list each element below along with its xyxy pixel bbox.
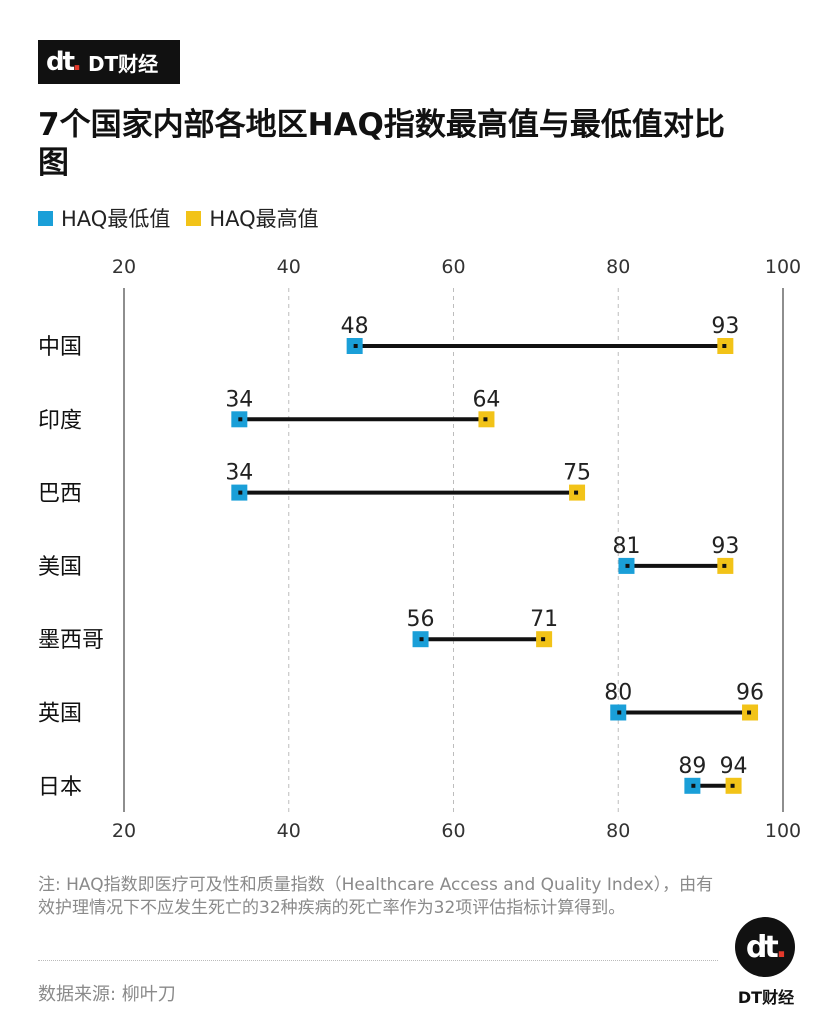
- max-marker-cap: [722, 344, 727, 348]
- brand-logo-icon: dt.: [46, 47, 82, 77]
- max-value-label: 93: [711, 314, 739, 339]
- chart-note: 注: HAQ指数即医疗可及性和质量指数（Healthcare Access an…: [38, 875, 714, 918]
- x-tick-label-top: 40: [277, 256, 301, 278]
- legend-item-max: HAQ最高值: [186, 203, 319, 233]
- max-marker-cap: [730, 783, 735, 788]
- legend-label-max: HAQ最高值: [209, 207, 319, 231]
- min-marker-cap: [238, 490, 243, 495]
- max-value-label: 71: [530, 607, 558, 632]
- category-label: 中国: [38, 335, 82, 360]
- x-tick-label-top: 80: [606, 256, 630, 278]
- min-value-label: 48: [341, 314, 369, 339]
- divider: [38, 960, 718, 961]
- min-value-label: 81: [612, 534, 640, 559]
- min-marker-cap: [691, 783, 696, 788]
- category-label: 英国: [38, 702, 82, 727]
- max-marker-cap: [747, 710, 752, 715]
- max-value-label: 75: [563, 461, 591, 486]
- chart-title: 7个国家内部各地区HAQ指数最高值与最低值对比图: [38, 107, 725, 181]
- max-value-label: 96: [736, 681, 764, 706]
- max-marker-cap: [574, 490, 579, 495]
- x-tick-label-top: 60: [441, 256, 465, 278]
- min-value-label: 80: [604, 681, 632, 706]
- category-label: 印度: [38, 408, 82, 433]
- footer-logo-icon: dt.: [735, 917, 795, 977]
- legend-swatch-min: [38, 210, 53, 226]
- category-label: 巴西: [38, 482, 82, 507]
- max-marker-cap: [483, 417, 488, 422]
- max-marker-cap: [541, 637, 546, 642]
- x-tick-label-bottom: 60: [441, 820, 465, 842]
- category-label: 美国: [38, 555, 82, 580]
- max-value-label: 64: [472, 387, 500, 412]
- min-value-label: 34: [225, 461, 253, 486]
- category-label: 墨西哥: [38, 628, 104, 653]
- max-marker-cap: [722, 563, 727, 568]
- x-tick-label-top: 100: [765, 256, 801, 278]
- min-value-label: 34: [225, 387, 253, 412]
- min-marker-cap: [617, 710, 622, 715]
- min-marker-cap: [238, 417, 243, 422]
- x-tick-label-top: 20: [112, 256, 136, 278]
- x-tick-label-bottom: 40: [277, 820, 301, 842]
- data-source: 数据来源: 柳叶刀: [38, 984, 176, 1005]
- category-label: 日本: [38, 775, 82, 800]
- dumbbell-chart: 20 20 40 40 60 60 80 80 100 100 中国 48 93 印度 34 64 巴西 34 75…: [38, 256, 801, 842]
- legend-swatch-max: [186, 210, 202, 226]
- min-marker-cap: [419, 637, 424, 642]
- legend-item-min: HAQ最低值: [38, 203, 170, 233]
- min-value-label: 89: [678, 754, 706, 779]
- min-marker-cap: [625, 563, 630, 568]
- brand-name: DT财经: [87, 51, 159, 76]
- x-tick-label-bottom: 100: [765, 820, 801, 842]
- footer-logo-text: DT财经: [737, 988, 795, 1007]
- min-value-label: 56: [407, 607, 435, 632]
- brand-tag: dt. DT财经: [38, 40, 180, 84]
- x-tick-label-bottom: 20: [112, 820, 136, 842]
- legend: HAQ最低值 HAQ最高值: [38, 203, 335, 233]
- max-value-label: 94: [720, 754, 748, 779]
- min-marker-cap: [353, 344, 358, 348]
- legend-label-min: HAQ最低值: [61, 207, 171, 231]
- max-value-label: 93: [711, 534, 739, 559]
- x-tick-label-bottom: 80: [606, 820, 630, 842]
